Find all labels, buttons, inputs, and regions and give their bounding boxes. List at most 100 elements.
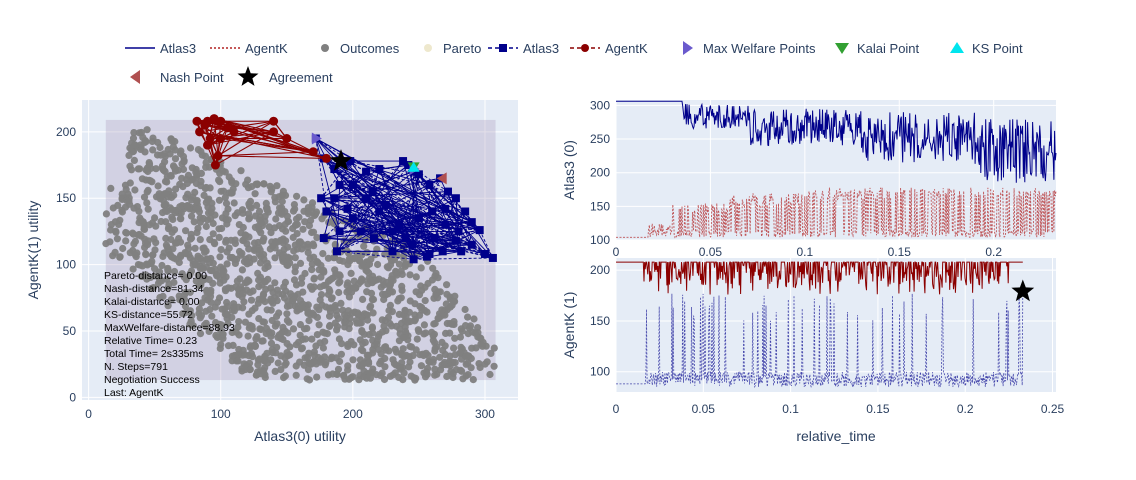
outcome-point	[201, 294, 209, 302]
outcome-point	[223, 220, 231, 228]
outcome-point	[131, 186, 139, 194]
outcome-point	[107, 221, 115, 229]
legend-label: AgentK	[605, 41, 648, 56]
outcome-point	[359, 295, 367, 303]
atlas3-offer-point	[422, 252, 431, 261]
atlas3-offer-segment	[339, 184, 414, 260]
outcome-point	[213, 298, 222, 306]
outcome-point	[196, 254, 205, 262]
outcome-point	[316, 339, 324, 347]
outcome-point	[217, 263, 225, 271]
outcome-point	[238, 206, 247, 214]
outcome-point	[416, 311, 424, 319]
y-tick-label: 100	[56, 258, 76, 272]
outcome-point	[297, 345, 306, 353]
outcome-point	[253, 201, 261, 209]
x-tick-label: 100	[211, 407, 231, 421]
outcome-point	[259, 237, 267, 245]
outcome-point	[169, 162, 178, 170]
outcome-point	[421, 297, 429, 305]
agentk-offer-point	[222, 123, 232, 133]
atlas3-offer-segment	[350, 160, 419, 175]
outcome-point	[280, 245, 288, 254]
outcome-point	[377, 350, 385, 358]
atlas3-offer-segment	[323, 237, 472, 246]
outcome-point	[181, 302, 189, 310]
agentk-offer-segment	[213, 118, 327, 159]
outcome-point	[310, 274, 318, 282]
outcome-point	[281, 221, 289, 229]
outcome-point	[325, 304, 333, 312]
atlas3-offer-segment	[434, 237, 472, 246]
y-tick-label: 150	[590, 314, 610, 328]
outcome-point	[244, 332, 252, 340]
outcome-point	[446, 362, 454, 370]
outcome-point	[177, 251, 185, 259]
atlas3-offer-segment	[334, 197, 462, 252]
outcome-point	[317, 273, 325, 281]
outcome-point	[188, 312, 196, 320]
outcome-point	[191, 188, 199, 196]
outcome-point	[145, 221, 154, 229]
outcome-point	[421, 306, 429, 315]
atlas3-offer-point	[408, 240, 417, 249]
outcome-point	[222, 210, 230, 218]
outcome-point	[438, 338, 446, 346]
atlas3-offer-segment	[326, 211, 443, 252]
legend-label: AgentK	[245, 41, 288, 56]
outcome-point	[178, 174, 186, 182]
outcome-point	[349, 356, 357, 364]
outcome-point	[224, 342, 233, 350]
outcome-point	[144, 167, 152, 176]
agentk-offer-point	[216, 133, 226, 143]
outcome-point	[297, 279, 306, 287]
outcome-point	[271, 279, 279, 287]
outcome-point	[220, 187, 228, 195]
outcome-point	[213, 272, 221, 280]
outcome-point	[411, 376, 419, 384]
outcome-point	[165, 187, 173, 195]
atlas3-offer-segment	[479, 229, 494, 259]
atlas3-offer-point	[461, 207, 470, 216]
atlas3-offer-point	[395, 220, 404, 229]
outcome-point	[283, 349, 291, 357]
x-tick-label: 0.25	[1041, 402, 1065, 416]
atlas3-offer-point	[441, 220, 450, 229]
outcome-point	[306, 254, 314, 262]
outcome-point	[145, 160, 154, 168]
x-tick-label: 0.05	[699, 245, 723, 259]
atlas3-offer-segment	[392, 221, 472, 232]
outcome-point	[129, 265, 137, 273]
outcome-point	[235, 247, 244, 256]
outcome-point	[187, 230, 195, 238]
outcome-point	[267, 295, 275, 303]
outcome-point	[107, 226, 115, 234]
outcome-point	[365, 360, 373, 368]
outcome-point	[273, 297, 281, 305]
atlas3-offer-segment	[352, 184, 436, 239]
outcome-point	[215, 225, 223, 233]
outcome-point	[296, 331, 304, 339]
legend-item: Outcomes	[321, 41, 400, 56]
atlas3-offer-point	[441, 204, 450, 213]
outcome-point	[458, 327, 466, 335]
outcome-point	[178, 270, 186, 278]
outcome-point	[308, 228, 316, 237]
outcome-point	[162, 241, 170, 249]
outcome-point	[176, 296, 184, 304]
outcome-point	[177, 147, 185, 155]
outcome-point	[144, 205, 152, 213]
atlas3-offer-segment	[379, 197, 456, 212]
outcome-point	[305, 376, 314, 384]
outcome-point	[349, 373, 357, 381]
outcome-point	[239, 304, 247, 312]
outcome-point	[360, 242, 368, 250]
ks-point	[407, 161, 420, 172]
outcome-point	[305, 222, 313, 230]
outcome-point	[245, 210, 253, 218]
outcome-point	[246, 365, 254, 373]
outcome-point	[331, 266, 339, 274]
outcome-point	[271, 367, 279, 375]
outcome-point	[140, 193, 149, 201]
outcome-point	[450, 344, 458, 352]
